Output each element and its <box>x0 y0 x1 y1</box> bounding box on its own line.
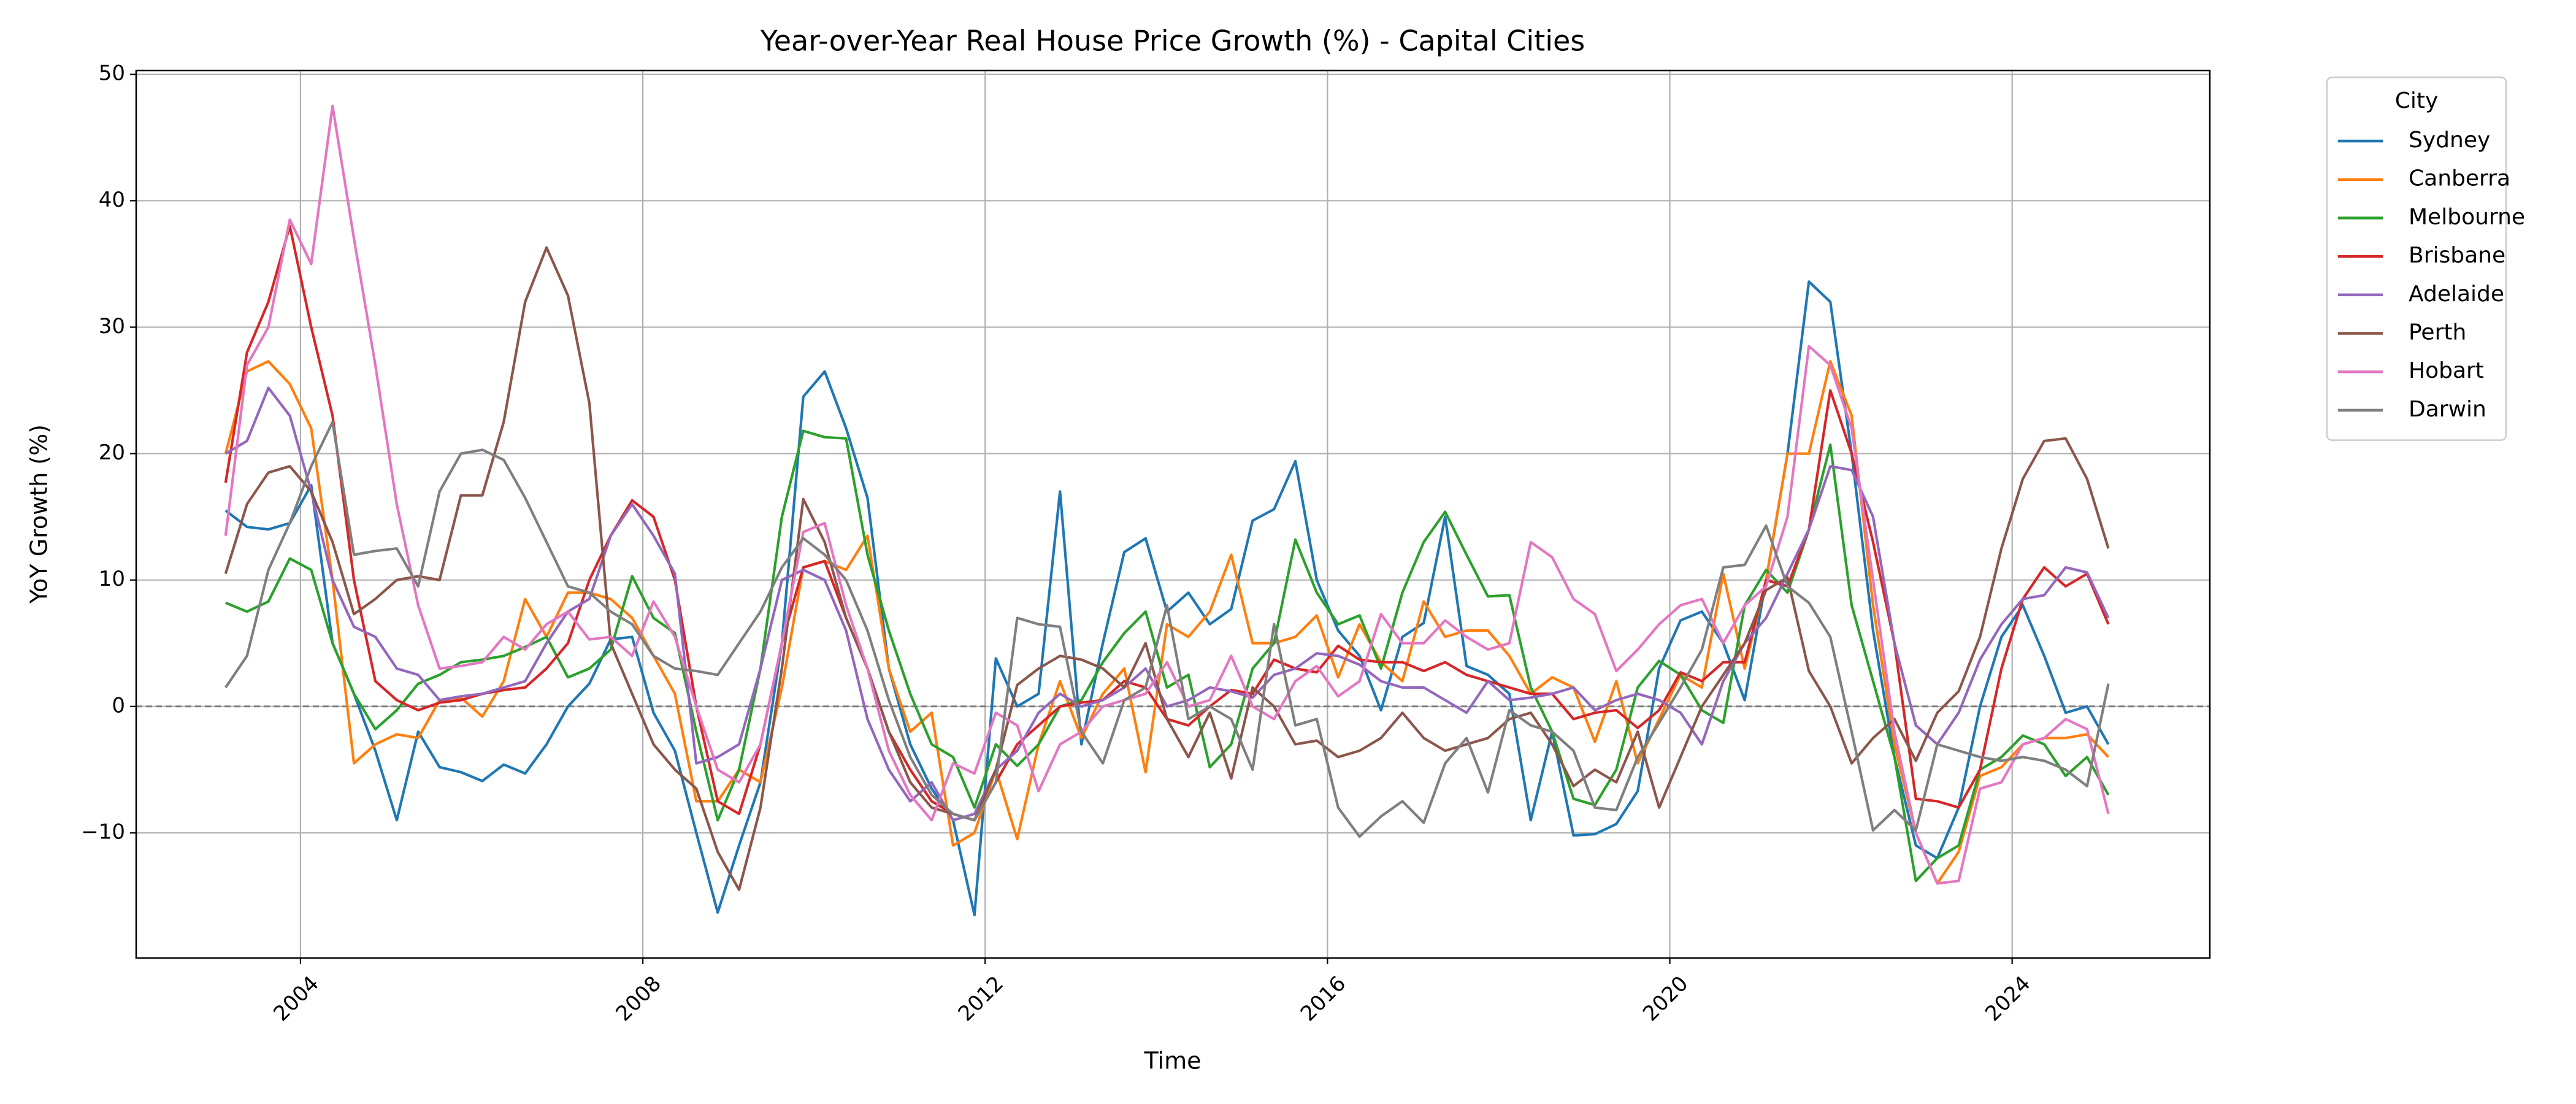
y-tick-label: 40 <box>99 188 125 212</box>
y-tick-label: 0 <box>112 693 125 718</box>
plot-frame <box>135 69 2211 959</box>
chart-title: Year-over-Year Real House Price Growth (… <box>760 25 1585 58</box>
y-tick-label: −10 <box>81 819 125 844</box>
x-axis-label: Time <box>1144 1048 1202 1075</box>
y-tick-label: 50 <box>99 61 125 86</box>
series-line <box>224 420 2110 838</box>
legend-box <box>2326 76 2507 441</box>
legend-title: City <box>2395 88 2439 113</box>
legend-label: Sydney <box>2409 128 2490 153</box>
legend-label: Melbourne <box>2409 204 2525 229</box>
legend-label: Perth <box>2409 320 2466 345</box>
y-tick-label: 10 <box>99 567 125 591</box>
series-line <box>224 246 2110 891</box>
y-tick-label: 30 <box>99 314 125 339</box>
series-line <box>224 104 2110 885</box>
y-tick-label: 20 <box>99 440 125 465</box>
legend-label: Adelaide <box>2409 282 2504 307</box>
series-line <box>224 429 2110 883</box>
legend-label: Brisbane <box>2409 243 2505 268</box>
legend-label: Darwin <box>2409 397 2486 422</box>
series-line <box>224 386 2110 822</box>
legend-label: Canberra <box>2409 166 2510 191</box>
y-axis-label: YoY Growth (%) <box>26 424 53 604</box>
legend-label: Hobart <box>2409 358 2484 383</box>
